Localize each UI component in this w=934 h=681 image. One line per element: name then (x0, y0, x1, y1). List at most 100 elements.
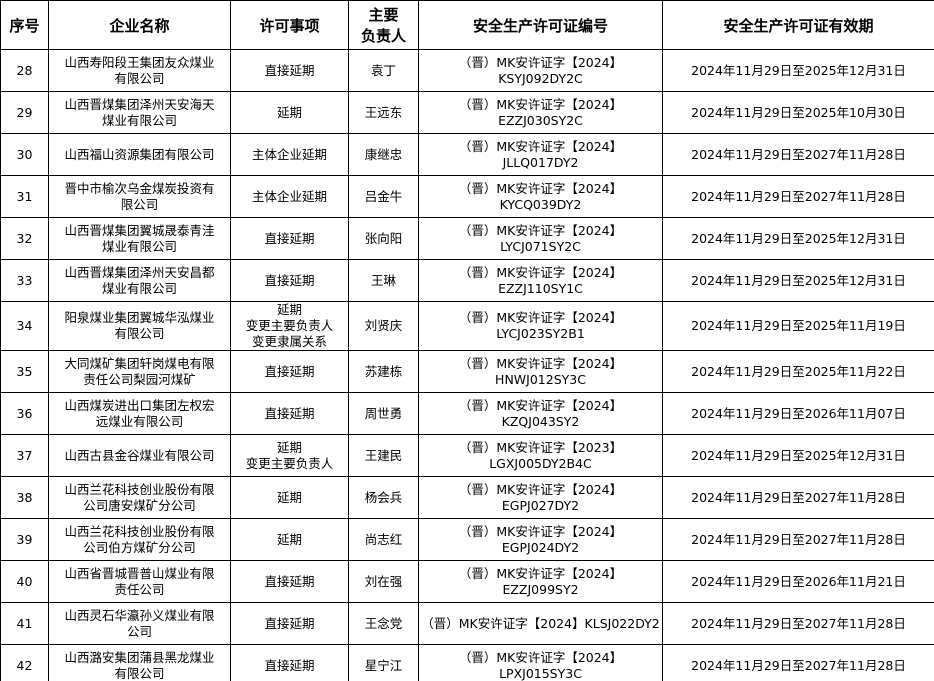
permit-item: 主体企业延期 (230, 175, 349, 218)
permit-item: 延期 变更主要负责人 (230, 434, 349, 477)
principal: 尚志红 (348, 518, 419, 561)
row-number: 32 (0, 217, 49, 260)
row-number: 28 (0, 49, 49, 92)
column-header: 安全生产许可证有效期 (662, 0, 934, 50)
company-name: 山西福山资源集团有限公司 (48, 133, 231, 176)
company-name-line: 山西煤炭进出口集团左权宏 (64, 397, 215, 413)
permit-item-line: 直接延期 (264, 657, 315, 673)
company-name: 山西晋煤集团泽州天安昌都 煤业有限公司 (48, 259, 231, 302)
row-number: 41 (0, 602, 49, 645)
validity-period: 2024年11月29日至2025年12月31日 (662, 49, 934, 92)
permit-item: 延期 变更主要负责人 变更隶属关系 (230, 301, 349, 351)
company-name-line: 山西兰花科技创业股份有限 (64, 481, 215, 497)
column-header: 企业名称 (48, 0, 231, 50)
table-row: 30 山西福山资源集团有限公司 主体企业延期 康继忠 （晋）MK安许证字【2024】JL… (0, 133, 934, 176)
validity-period: 2024年11月29日至2025年11月22日 (662, 350, 934, 393)
company-name-line: 煤业有限公司 (101, 238, 177, 254)
company-name: 阳泉煤业集团翼城华泓煤业 有限公司 (48, 301, 231, 351)
permit-item: 主体企业延期 (230, 133, 349, 176)
row-number: 37 (0, 434, 49, 477)
table-row: 28 山西寿阳段王集团友众煤业 有限公司 直接延期 袁丁 （晋）MK安许证字【2024】K… (0, 49, 934, 92)
table-row: 38 山西兰花科技创业股份有限 公司唐安煤矿分公司 延期 杨会兵 （晋）MK安许证字【20… (0, 476, 934, 519)
company-name: 山西潞安集团蒲县黑龙煤业 有限公司 (48, 644, 231, 681)
permit-item: 直接延期 (230, 350, 349, 393)
company-name-line: 山西兰花科技创业股份有限 (64, 523, 215, 539)
permit-item-line: 延期 (276, 439, 302, 455)
column-header: 序号 (0, 0, 49, 50)
table-row: 31 晋中市榆次乌金煤炭投资有 限公司 主体企业延期 吕金牛 （晋）MK安许证字【2024… (0, 175, 934, 218)
validity-period: 2024年11月29日至2027年11月28日 (662, 602, 934, 645)
company-name: 山西寿阳段王集团友众煤业 有限公司 (48, 49, 231, 92)
permit-item-line: 直接延期 (264, 272, 315, 288)
table-row: 41 山西灵石华瀛孙义煤业有限 公司 直接延期 王念党 （晋）MK安许证字【2024】KL… (0, 602, 934, 645)
company-name-line: 山西灵石华瀛孙义煤业有限 (64, 607, 215, 623)
permit-item-line: 直接延期 (264, 573, 315, 589)
principal: 周世勇 (348, 392, 419, 435)
table-row: 36 山西煤炭进出口集团左权宏 远煤业有限公司 直接延期 周世勇 （晋）MK安许证字【20… (0, 392, 934, 435)
principal: 王远东 (348, 91, 419, 134)
license-number: （晋）MK安许证字【2024】KYCQ039DY2 (418, 175, 663, 218)
company-name-line: 大同煤矿集团轩岗煤电有限 (64, 355, 215, 371)
table-row: 35 大同煤矿集团轩岗煤电有限 责任公司梨园河煤矿 直接延期 苏建栋 （晋）MK安许证字【… (0, 350, 934, 393)
column-header: 许可事项 (230, 0, 349, 50)
company-name-line: 山西晋煤集团泽州天安海天 (64, 96, 215, 112)
permit-item-line: 直接延期 (264, 405, 315, 421)
table-row: 37 山西古县金谷煤业有限公司 延期 变更主要负责人 王建民 （晋）MK安许证字【2023… (0, 434, 934, 477)
license-number: （晋）MK安许证字【2023】LGXJ005DY2B4C (418, 434, 663, 477)
table-row: 32 山西晋煤集团翼城晟泰青洼 煤业有限公司 直接延期 张向阳 （晋）MK安许证字【202… (0, 217, 934, 260)
column-header-line: 主要 (368, 6, 399, 24)
validity-period: 2024年11月29日至2025年10月30日 (662, 91, 934, 134)
validity-period: 2024年11月29日至2027年11月28日 (662, 175, 934, 218)
header-row: 序号 企业名称 许可事项 主要负责人 安全生产许可证编号 安全生产许可证有效期 (0, 0, 934, 50)
permit-item: 延期 (230, 476, 349, 519)
company-name: 山西煤炭进出口集团左权宏 远煤业有限公司 (48, 392, 231, 435)
company-name-line: 公司伯方煤矿分公司 (83, 539, 196, 555)
column-header: 安全生产许可证编号 (418, 0, 663, 50)
column-header-line: 负责人 (360, 27, 406, 45)
permit-item: 直接延期 (230, 560, 349, 603)
table-row: 33 山西晋煤集团泽州天安昌都 煤业有限公司 直接延期 王琳 （晋）MK安许证字【2024… (0, 259, 934, 302)
permit-item-line: 变更隶属关系 (251, 334, 327, 349)
principal: 吕金牛 (348, 175, 419, 218)
company-name: 山西晋煤集团翼城晟泰青洼 煤业有限公司 (48, 217, 231, 260)
permit-item: 直接延期 (230, 392, 349, 435)
permit-item-line: 直接延期 (264, 615, 315, 631)
company-name: 山西古县金谷煤业有限公司 (48, 434, 231, 477)
company-name-line: 有限公司 (114, 70, 165, 86)
company-name-line: 山西福山资源集团有限公司 (64, 146, 215, 162)
company-name-line: 山西省晋城晋普山煤业有限 (64, 565, 215, 581)
license-number: （晋）MK安许证字【2024】LPXJ015SY3C (418, 644, 663, 681)
permit-item: 直接延期 (230, 49, 349, 92)
permit-item-line: 主体企业延期 (251, 146, 327, 162)
company-name-line: 远煤业有限公司 (95, 413, 184, 429)
company-name-line: 公司唐安煤矿分公司 (83, 497, 196, 513)
principal: 苏建栋 (348, 350, 419, 393)
table-row: 42 山西潞安集团蒲县黑龙煤业 有限公司 直接延期 星宁江 （晋）MK安许证字【2024】… (0, 644, 934, 681)
permit-item-line: 延期 (276, 302, 302, 318)
company-name-line: 阳泉煤业集团翼城华泓煤业 (64, 310, 215, 325)
company-name-line: 煤业有限公司 (101, 280, 177, 296)
license-number: （晋）MK安许证字【2024】KLSJ022DY2 (418, 602, 663, 645)
row-number: 38 (0, 476, 49, 519)
principal: 刘贤庆 (348, 301, 419, 351)
row-number: 33 (0, 259, 49, 302)
company-name-line: 有限公司 (114, 326, 165, 341)
company-name-line: 山西潞安集团蒲县黑龙煤业 (64, 649, 215, 665)
company-name-line: 山西寿阳段王集团友众煤业 (64, 54, 215, 70)
row-number: 34 (0, 301, 49, 351)
permit-item-line: 变更主要负责人 (245, 318, 334, 333)
validity-period: 2024年11月29日至2025年12月31日 (662, 434, 934, 477)
row-number: 36 (0, 392, 49, 435)
company-name-line: 责任公司梨园河煤矿 (83, 371, 196, 387)
validity-period: 2024年11月29日至2025年11月19日 (662, 301, 934, 351)
company-name-line: 有限公司 (114, 665, 165, 681)
company-name-line: 山西晋煤集团翼城晟泰青洼 (64, 222, 215, 238)
license-number: （晋）MK安许证字【2024】HNWJ012SY3C (418, 350, 663, 393)
license-number: （晋）MK安许证字【2024】EZZJ099SY2 (418, 560, 663, 603)
row-number: 40 (0, 560, 49, 603)
license-number: （晋）MK安许证字【2024】EGPJ024DY2 (418, 518, 663, 561)
company-name: 山西兰花科技创业股份有限 公司伯方煤矿分公司 (48, 518, 231, 561)
row-number: 29 (0, 91, 49, 134)
